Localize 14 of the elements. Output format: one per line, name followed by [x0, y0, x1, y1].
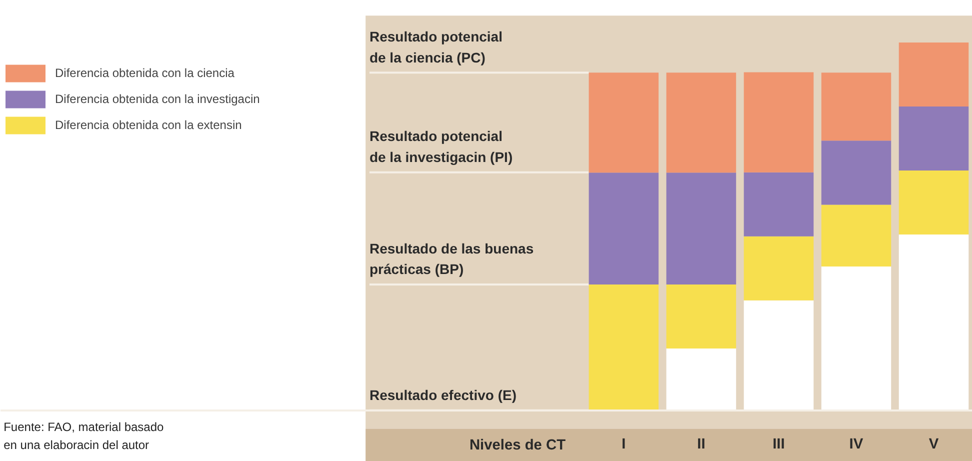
x-tick-label: I — [622, 436, 626, 452]
legend-label: Diferencia obtenida con la extensin — [55, 118, 242, 132]
x-tick-label: IV — [849, 436, 864, 452]
legend-label: Diferencia obtenida con la investigacin — [55, 92, 260, 106]
x-tick-label: V — [928, 436, 939, 452]
ref-line-label: Resultado potencial de la ciencia (PC) — [369, 28, 502, 66]
ref-line-label: Resultado efectivo (E) — [369, 387, 516, 403]
x-tick-label: II — [697, 436, 706, 452]
x-tick-label: III — [772, 436, 785, 452]
ref-line-label: Resultado potencial de la investigacin (PI) — [369, 128, 513, 165]
ref-line-label: Resultado de las buenas prácticas (BP) — [369, 240, 534, 278]
legend-label: Diferencia obtenida con la ciencia — [55, 66, 234, 80]
x-axis-title: Niveles de CT — [469, 437, 566, 454]
source-note: Fuente: FAO, material basado en una elaboracin del autor — [4, 420, 164, 452]
